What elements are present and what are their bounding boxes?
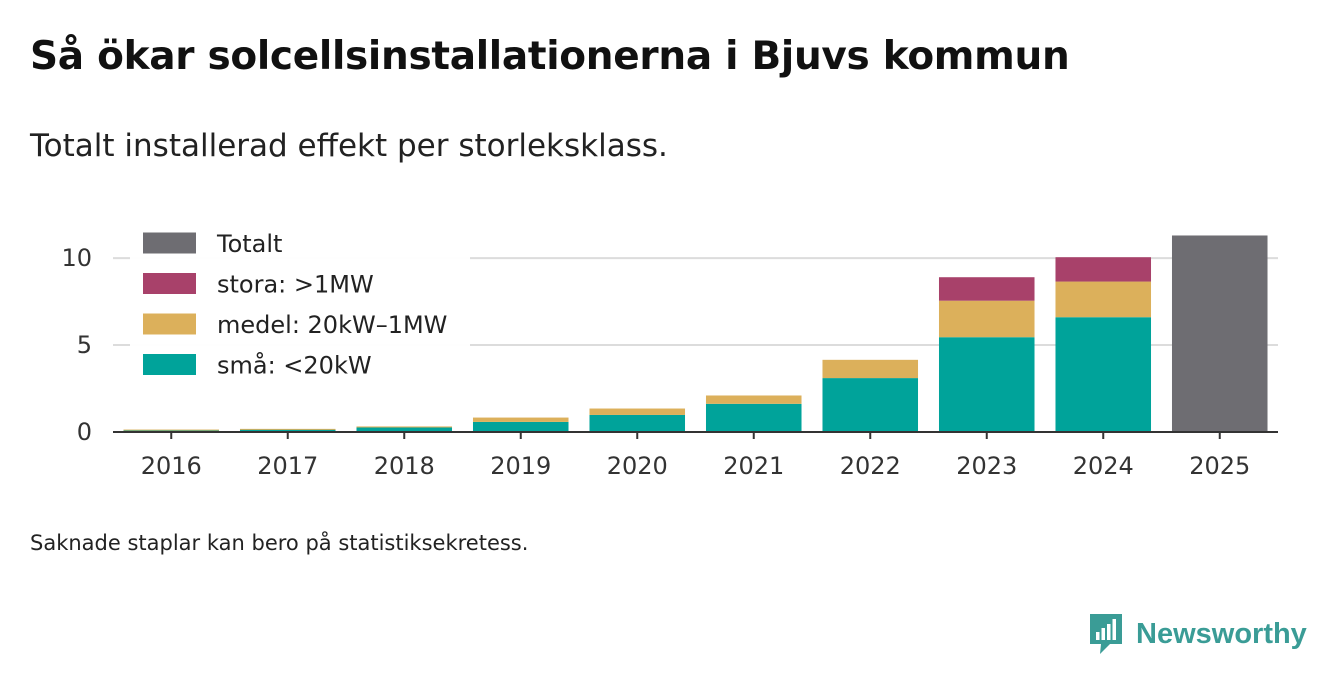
newsworthy-logo-icon	[1090, 614, 1122, 654]
footnote: Saknade staplar kan bero på statistiksek…	[30, 531, 529, 555]
bar-segment-2016	[123, 429, 220, 432]
logo-bar-3	[1107, 624, 1111, 640]
bar-segment-2020	[589, 408, 686, 415]
bar-segment-2019	[472, 421, 569, 432]
x-tick-label: 2018	[374, 452, 435, 480]
bar-segment-2024	[1055, 317, 1152, 432]
bars	[123, 235, 1268, 432]
brand-name: Newsworthy	[1136, 617, 1307, 650]
legend-label: medel: 20kW–1MW	[217, 311, 447, 339]
chart-title: Så ökar solcellsinstallationerna i Bjuvs…	[30, 34, 1070, 79]
bar-segment-2019	[472, 417, 569, 422]
bar-segment-2016	[123, 429, 220, 431]
legend-label: stora: >1MW	[217, 271, 374, 299]
bar-segment-2023	[938, 277, 1035, 301]
bar-segment-2023	[938, 337, 1035, 432]
bar-segment-2021	[705, 403, 802, 432]
x-tick-label: 2024	[1073, 452, 1134, 480]
x-tick-label: 2023	[956, 452, 1017, 480]
x-tick-label: 2019	[490, 452, 551, 480]
bar-segment-2023	[938, 300, 1035, 338]
bar-segment-2020	[589, 414, 686, 432]
legend-swatch	[143, 313, 196, 335]
x-tick-label: 2022	[840, 452, 901, 480]
y-tick-label: 10	[61, 244, 92, 272]
legend-swatch	[143, 354, 196, 375]
axes: 0 5 10 2016 2017 2018 2019 2020 2021 2022 2023 2024…	[61, 244, 1278, 480]
bar-segment-2021	[705, 395, 802, 404]
legend: Totalt stora: >1MW medel: 20kW–1MW små: <20…	[130, 224, 470, 384]
legend-label: Totalt	[216, 230, 282, 258]
bar-segment-2024	[1055, 257, 1152, 282]
chart-subtitle: Totalt installerad effekt per storlekskl…	[30, 128, 668, 164]
x-tick-label: 2021	[723, 452, 784, 480]
bar-segment-2017	[239, 429, 336, 432]
bar-segment-2018	[356, 426, 453, 428]
logo-speech-bubble	[1090, 614, 1122, 654]
bar-segment-2025	[1171, 235, 1268, 432]
x-tick-label: 2020	[607, 452, 668, 480]
logo-bar-2	[1101, 628, 1105, 640]
bar-segment-2022	[822, 378, 919, 432]
legend-label: små: <20kW	[217, 351, 372, 380]
newsworthy-brand: Newsworthy	[1088, 612, 1307, 656]
logo-bar-4	[1112, 619, 1116, 640]
y-tick-label: 0	[77, 418, 92, 446]
x-tick-label: 2017	[257, 452, 318, 480]
legend-swatch	[143, 273, 196, 294]
x-tick-label: 2016	[141, 452, 202, 480]
legend-swatch	[143, 232, 196, 254]
logo-bar-1	[1096, 632, 1100, 640]
x-tick-label: 2025	[1189, 452, 1250, 480]
bar-segment-2022	[822, 359, 919, 379]
bar-segment-2017	[239, 428, 336, 430]
stacked-bar-chart: 0 5 10 2016 2017 2018 2019 2020 2021 2022 2023 2024…	[61, 224, 1278, 480]
y-tick-label: 5	[77, 331, 92, 359]
bar-segment-2018	[356, 427, 453, 432]
bar-segment-2024	[1055, 281, 1152, 318]
